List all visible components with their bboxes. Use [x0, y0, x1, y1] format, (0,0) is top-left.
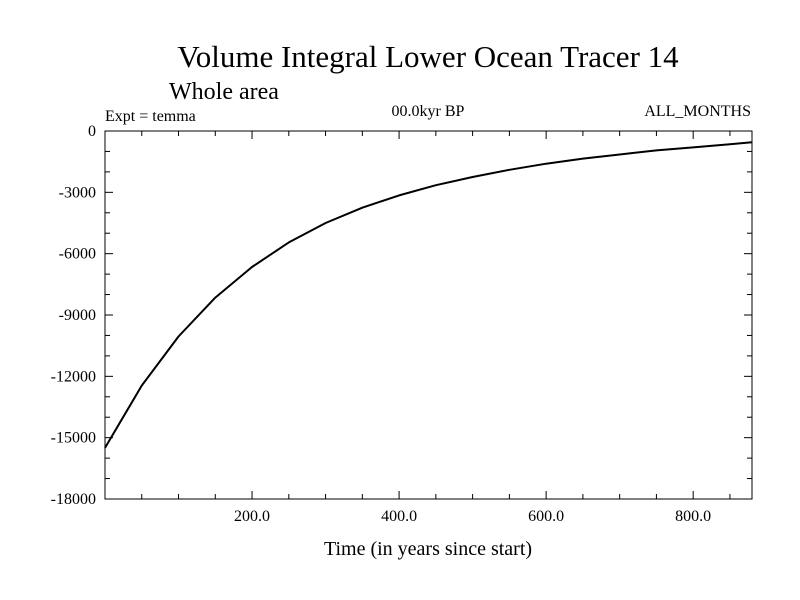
- x-axis-label: Time (in years since start): [324, 538, 532, 560]
- y-tick-label: -12000: [51, 368, 96, 385]
- chart-title: Volume Integral Lower Ocean Tracer 14: [177, 39, 679, 74]
- y-tick-label: -3000: [59, 184, 96, 201]
- x-tick-label: 600.0: [528, 508, 564, 525]
- x-tick-label: 200.0: [234, 508, 270, 525]
- experiment-label: Expt = temma: [105, 108, 196, 125]
- plot-frame: [104, 130, 753, 500]
- series-layer: [104, 141, 753, 449]
- y-tick-label: -6000: [59, 246, 96, 263]
- months-label: ALL_MONTHS: [644, 103, 751, 120]
- series-line: [104, 141, 753, 449]
- period-label: 00.0kyr BP: [392, 103, 465, 120]
- y-tick-label: -9000: [59, 307, 96, 324]
- y-tick-label: -15000: [51, 430, 96, 447]
- x-tick-label: 800.0: [675, 508, 711, 525]
- y-tick-label: 0: [88, 123, 96, 140]
- y-tick-label: -18000: [51, 491, 96, 508]
- ticks-layer: 200.0 400.0 600.0 800.0 0 -3000 -6000 -9000 -120…: [51, 123, 752, 525]
- x-tick-label: 400.0: [381, 508, 417, 525]
- chart-subtitle: Whole area: [169, 79, 279, 105]
